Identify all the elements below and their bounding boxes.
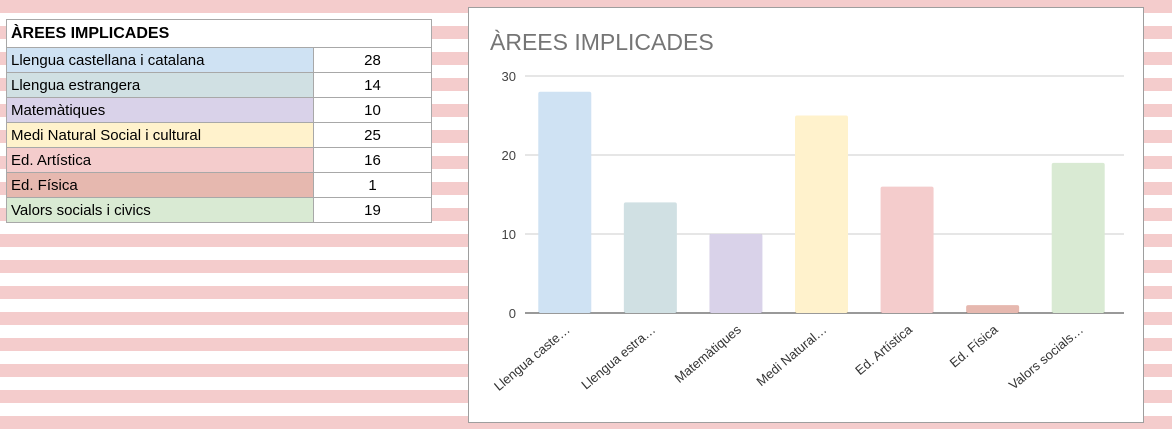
- x-tick-label: Valors socials…: [1006, 322, 1086, 393]
- chart-title: ÀREES IMPLICADES: [490, 29, 714, 55]
- table-header-row: ÀREES IMPLICADES: [6, 19, 432, 48]
- area-label-cell[interactable]: Medi Natural Social i cultural: [6, 122, 314, 148]
- table-row: Ed. Artística 16: [6, 147, 432, 173]
- area-value-cell[interactable]: 10: [313, 97, 432, 123]
- table-title[interactable]: ÀREES IMPLICADES: [6, 19, 432, 48]
- area-value-cell[interactable]: 28: [313, 47, 432, 73]
- chart-card[interactable]: ÀREES IMPLICADES 0 10 20 30 Llengua caste… Lle…: [468, 7, 1144, 423]
- area-label-cell[interactable]: Llengua castellana i catalana: [6, 47, 314, 73]
- x-tick-label: Matemàtiques: [672, 321, 745, 385]
- data-table: ÀREES IMPLICADES Llengua castellana i ca…: [6, 19, 432, 223]
- table-row: Ed. Física 1: [6, 172, 432, 198]
- x-tick-label: Ed. Física: [947, 321, 1002, 370]
- bar: [623, 202, 677, 313]
- y-tick-label: 20: [502, 148, 516, 163]
- bar: [709, 234, 763, 313]
- area-label-cell[interactable]: Ed. Física: [6, 172, 314, 198]
- bar: [966, 305, 1020, 313]
- area-label-cell[interactable]: Valors socials i civics: [6, 197, 314, 223]
- bar: [1051, 162, 1105, 313]
- x-tick-label: Medi Natural…: [753, 322, 829, 389]
- bar: [795, 115, 848, 313]
- x-tick-label: Llengua estra…: [578, 322, 658, 392]
- table-row: Llengua estrangera 14: [6, 72, 432, 98]
- bar: [538, 91, 592, 313]
- table-row: Matemàtiques 10: [6, 97, 432, 123]
- area-label-cell[interactable]: Ed. Artística: [6, 147, 314, 173]
- x-tick-label: Llengua caste…: [491, 322, 573, 394]
- x-tick-label: Ed. Artística: [852, 321, 915, 378]
- area-value-cell[interactable]: 14: [313, 72, 432, 98]
- area-label-cell[interactable]: Llengua estrangera: [6, 72, 314, 98]
- bar-chart: ÀREES IMPLICADES 0 10 20 30 Llengua caste… Lle…: [490, 29, 1124, 394]
- y-tick-label: 0: [509, 306, 516, 321]
- y-tick-label: 10: [502, 227, 516, 242]
- bar: [880, 186, 934, 313]
- area-value-cell[interactable]: 25: [313, 122, 432, 148]
- area-value-cell[interactable]: 19: [313, 197, 432, 223]
- area-value-cell[interactable]: 1: [313, 172, 432, 198]
- y-tick-label: 30: [502, 69, 516, 84]
- area-value-cell[interactable]: 16: [313, 147, 432, 173]
- table-row: Valors socials i civics 19: [6, 197, 432, 223]
- table-row: Llengua castellana i catalana 28: [6, 47, 432, 73]
- table-row: Medi Natural Social i cultural 25: [6, 122, 432, 148]
- area-label-cell[interactable]: Matemàtiques: [6, 97, 314, 123]
